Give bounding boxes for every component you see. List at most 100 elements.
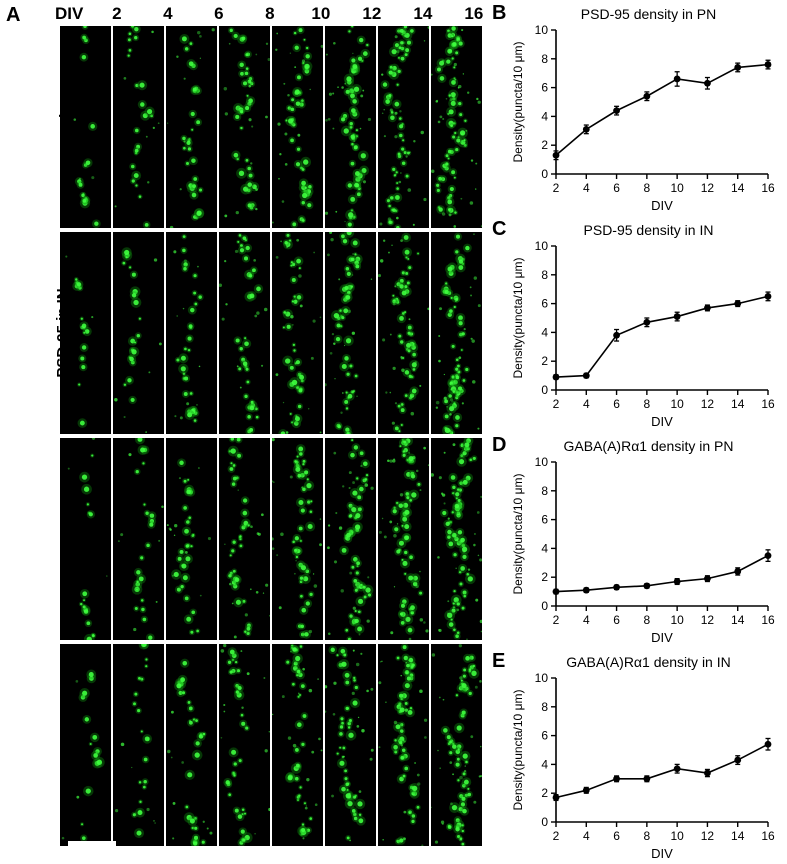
micrograph-row: GABA(A)Rα1 in IN [60, 644, 482, 846]
micrograph [325, 644, 376, 846]
svg-text:16: 16 [761, 613, 775, 627]
svg-text:10: 10 [535, 24, 549, 37]
micrograph-row: PSD-95 in IN [60, 232, 482, 434]
micrograph [113, 438, 164, 640]
charts-column: BPSD-95 density in PN0246810246810121416… [490, 0, 787, 861]
micrograph [113, 644, 164, 846]
micrograph [166, 644, 217, 846]
svg-text:10: 10 [670, 397, 684, 411]
scale-bar [68, 841, 116, 847]
micrograph [325, 26, 376, 228]
svg-text:12: 12 [701, 181, 715, 195]
micrograph [219, 438, 270, 640]
micrograph-row: PSD-95 in PN [60, 26, 482, 228]
micrograph [166, 232, 217, 434]
svg-text:8: 8 [541, 484, 548, 498]
micrograph [378, 26, 429, 228]
svg-text:14: 14 [731, 613, 745, 627]
svg-text:0: 0 [541, 815, 548, 829]
svg-text:10: 10 [535, 672, 549, 685]
svg-text:6: 6 [613, 613, 620, 627]
svg-text:Density(puncta/10 μm): Density(puncta/10 μm) [511, 690, 525, 811]
svg-text:16: 16 [761, 829, 775, 843]
svg-text:6: 6 [613, 829, 620, 843]
micrograph [431, 26, 482, 228]
svg-text:Density(puncta/10 μm): Density(puncta/10 μm) [511, 474, 525, 595]
micrograph [272, 232, 323, 434]
micrograph [60, 438, 111, 640]
svg-text:16: 16 [761, 397, 775, 411]
svg-text:Density(puncta/10 μm): Density(puncta/10 μm) [511, 258, 525, 379]
figure-root: A DIV 246810121416 PSD-95 in PNPSD-95 in… [0, 0, 787, 861]
svg-text:4: 4 [583, 397, 590, 411]
div-col-header: 6 [193, 4, 244, 24]
div-col-header: 2 [91, 4, 142, 24]
svg-text:4: 4 [583, 829, 590, 843]
svg-text:16: 16 [761, 181, 775, 195]
svg-text:2: 2 [541, 138, 548, 152]
svg-text:2: 2 [553, 829, 560, 843]
svg-text:2: 2 [541, 354, 548, 368]
svg-text:14: 14 [731, 181, 745, 195]
svg-text:8: 8 [644, 397, 651, 411]
svg-text:Density(puncta/10 μm): Density(puncta/10 μm) [511, 42, 525, 163]
svg-text:4: 4 [583, 613, 590, 627]
micrograph [113, 26, 164, 228]
svg-text:0: 0 [541, 167, 548, 181]
micrograph [113, 232, 164, 434]
svg-text:2: 2 [553, 397, 560, 411]
chart-panel: EGABA(A)Rα1 density in IN024681024681012… [490, 648, 787, 864]
svg-text:10: 10 [670, 181, 684, 195]
chart-title: PSD-95 density in PN [514, 6, 783, 22]
micrograph [166, 438, 217, 640]
svg-text:2: 2 [553, 613, 560, 627]
svg-text:4: 4 [541, 325, 548, 339]
div-col-header: 8 [244, 4, 295, 24]
micrograph [272, 644, 323, 846]
svg-text:14: 14 [731, 397, 745, 411]
micrograph [431, 644, 482, 846]
svg-text:10: 10 [670, 613, 684, 627]
micrograph [60, 644, 111, 846]
svg-text:8: 8 [541, 700, 548, 714]
svg-text:DIV: DIV [651, 414, 673, 429]
svg-text:6: 6 [541, 297, 548, 311]
svg-text:8: 8 [541, 268, 548, 282]
svg-text:0: 0 [541, 383, 548, 397]
svg-text:4: 4 [541, 541, 548, 555]
micrograph [325, 438, 376, 640]
micrograph [378, 438, 429, 640]
div-col-header: 14 [397, 4, 448, 24]
svg-text:2: 2 [541, 570, 548, 584]
div-col-header: 10 [295, 4, 346, 24]
svg-text:6: 6 [541, 729, 548, 743]
micrograph [431, 438, 482, 640]
micrograph [219, 644, 270, 846]
panel-letter: E [492, 650, 505, 673]
svg-text:DIV: DIV [651, 846, 673, 861]
chart-panel: CPSD-95 density in IN0246810246810121416… [490, 216, 787, 432]
svg-text:8: 8 [541, 52, 548, 66]
svg-text:6: 6 [613, 181, 620, 195]
div-header: DIV 246810121416 [55, 4, 499, 24]
micrograph [378, 644, 429, 846]
div-text: DIV [55, 4, 83, 24]
micrograph-row: GABA(A)Rα1 in PN [60, 438, 482, 640]
svg-text:DIV: DIV [651, 198, 673, 213]
svg-text:6: 6 [613, 397, 620, 411]
micrograph [166, 26, 217, 228]
svg-text:DIV: DIV [651, 630, 673, 645]
micrograph [431, 232, 482, 434]
micrograph [378, 232, 429, 434]
svg-text:4: 4 [583, 181, 590, 195]
svg-text:6: 6 [541, 81, 548, 95]
svg-text:4: 4 [541, 757, 548, 771]
panel-a-label: A [6, 4, 20, 27]
micrograph [272, 438, 323, 640]
micrograph [325, 232, 376, 434]
div-col-header: 4 [142, 4, 193, 24]
chart-title: PSD-95 density in IN [514, 222, 783, 238]
svg-text:2: 2 [553, 181, 560, 195]
micrograph [60, 26, 111, 228]
chart-title: GABA(A)Rα1 density in IN [514, 654, 783, 670]
